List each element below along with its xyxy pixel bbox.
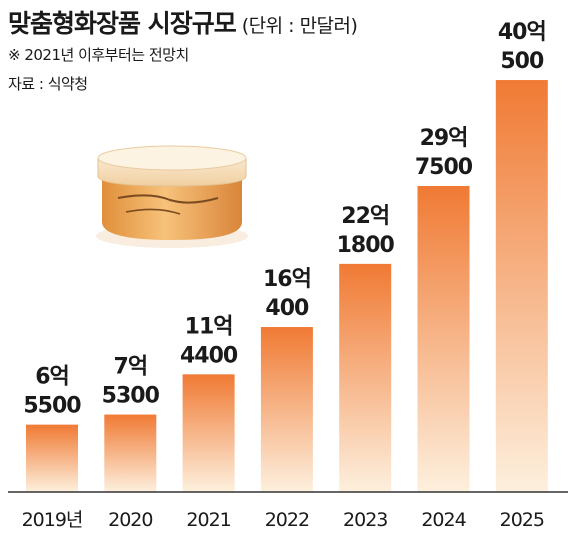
x-tick-label-2: 2021 <box>186 509 230 531</box>
cosmetic-jar-icon <box>96 145 248 248</box>
bar-3 <box>260 327 313 492</box>
bar-0 <box>26 424 78 492</box>
bar-value-label-3-0: 16억 <box>263 267 311 292</box>
bar-value-label-6-1: 500 <box>500 49 544 74</box>
source-label: 자료 : 식약청 <box>8 75 88 93</box>
bar-value-label-4-1: 1800 <box>337 233 395 258</box>
bar-value-label-0-0: 6억 <box>35 365 69 390</box>
unit-label: (단위 : 만달러) <box>241 15 358 37</box>
chart-title: 맞춤형화장품 시장규모 <box>8 9 237 38</box>
bar-value-label-2-0: 11억 <box>185 314 233 339</box>
x-tick-label-5: 2024 <box>421 509 466 531</box>
x-tick-label-4: 2023 <box>343 509 387 531</box>
chart-header: 맞춤형화장품 시장규모 (단위 : 만달러) ※ 2021년 이후부터는 전망치 … <box>8 4 478 94</box>
bar-5 <box>417 186 470 492</box>
forecast-note: ※ 2021년 이후부터는 전망치 <box>8 46 189 64</box>
title-line: 맞춤형화장품 시장규모 (단위 : 만달러) <box>8 4 478 40</box>
bar-value-label-4-0: 22억 <box>341 204 389 229</box>
bar-value-label-2-1: 4400 <box>180 343 238 368</box>
bar-value-label-1-1: 5300 <box>102 384 160 409</box>
bar-2 <box>182 374 235 492</box>
bar-1 <box>104 414 157 492</box>
x-tick-label-6: 2025 <box>500 509 544 531</box>
bar-value-label-6-0: 40억 <box>498 20 546 45</box>
bar-value-label-5-1: 7500 <box>415 155 473 180</box>
x-tick-label-3: 2022 <box>265 509 309 531</box>
x-tick-label-1: 2020 <box>108 509 152 531</box>
bar-6 <box>495 80 548 493</box>
bar-value-label-3-1: 400 <box>265 296 309 321</box>
bar-value-label-0-1: 5500 <box>23 394 81 419</box>
bar-value-label-1-0: 7억 <box>114 355 148 380</box>
bar-4 <box>339 263 392 492</box>
x-tick-label-0: 2019년 <box>22 509 83 531</box>
bar-value-label-5-0: 29억 <box>420 126 468 151</box>
